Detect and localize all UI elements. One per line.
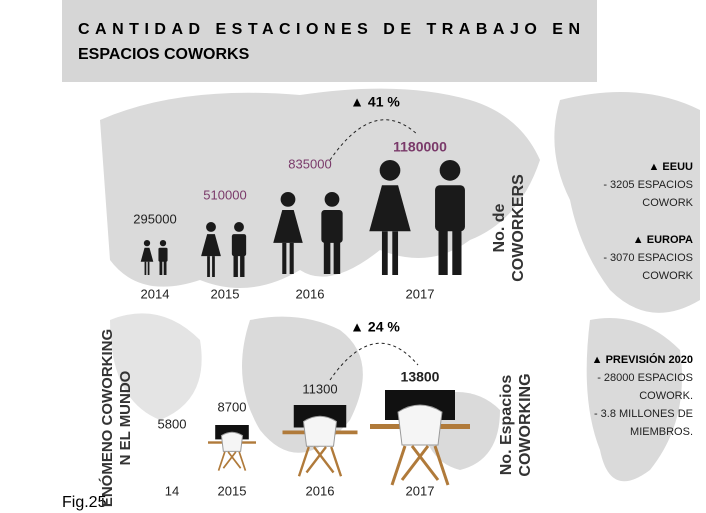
year-label: 2016 bbox=[306, 483, 335, 498]
value-label: 8700 bbox=[218, 399, 247, 414]
year-label: 2015 bbox=[218, 483, 247, 498]
value-label: 510000 bbox=[203, 187, 246, 202]
title: ESPACIOS COWORKS bbox=[78, 46, 250, 63]
growth-label: ▲ 24 % bbox=[350, 319, 400, 335]
leg bbox=[212, 256, 215, 277]
region-text: - 3205 ESPACIOS bbox=[603, 179, 693, 191]
body bbox=[201, 234, 221, 257]
year-label: 2016 bbox=[296, 286, 325, 301]
desk-icon bbox=[208, 425, 256, 471]
vertical-label: COWORKING bbox=[517, 373, 534, 476]
value-label: 11300 bbox=[302, 381, 337, 396]
leg bbox=[144, 261, 147, 275]
leg bbox=[333, 241, 341, 274]
region-text: COWORK. bbox=[639, 390, 693, 402]
head bbox=[159, 240, 167, 247]
desk-icon bbox=[282, 405, 358, 477]
leg bbox=[159, 261, 163, 275]
head bbox=[234, 222, 244, 232]
leg bbox=[233, 255, 238, 277]
value-label: 295000 bbox=[133, 211, 176, 226]
chair-legs bbox=[390, 445, 450, 486]
person-icon bbox=[273, 192, 303, 274]
year-label: 2015 bbox=[211, 286, 240, 301]
region-title: ▲ EUROPA bbox=[633, 234, 693, 246]
vertical-label: No. Espacios bbox=[498, 375, 515, 476]
chair bbox=[302, 415, 338, 447]
body bbox=[158, 247, 168, 262]
growth-label: ▲ 41 % bbox=[350, 94, 400, 110]
head bbox=[280, 192, 296, 207]
caption: Fig.25 bbox=[62, 494, 107, 511]
person-icon bbox=[369, 160, 411, 275]
body bbox=[140, 247, 154, 262]
body bbox=[369, 185, 411, 232]
body bbox=[321, 210, 343, 243]
head bbox=[379, 160, 401, 181]
year-label: 2017 bbox=[406, 483, 435, 498]
head bbox=[143, 240, 151, 247]
leg bbox=[147, 261, 150, 275]
leg bbox=[323, 241, 331, 274]
head bbox=[324, 192, 340, 207]
region-text: - 28000 ESPACIOS bbox=[597, 372, 693, 384]
chair bbox=[397, 404, 443, 446]
year-label: 2014 bbox=[141, 286, 170, 301]
value-label: 1180000 bbox=[393, 139, 447, 155]
head bbox=[206, 222, 216, 232]
region-text: COWORK bbox=[642, 197, 693, 209]
region-title: ▲ EEUU bbox=[648, 161, 693, 173]
desk-icon bbox=[370, 390, 470, 486]
leg bbox=[381, 231, 388, 275]
leg bbox=[282, 242, 287, 274]
value-label: 835000 bbox=[288, 156, 331, 171]
leg bbox=[207, 256, 210, 277]
person-icon bbox=[140, 240, 154, 275]
growth-arrow bbox=[329, 119, 419, 161]
vertical-label: No. de bbox=[491, 203, 508, 252]
body bbox=[273, 210, 303, 243]
chair-legs bbox=[217, 451, 247, 471]
chair bbox=[220, 431, 244, 452]
vertical-label: N EL MUNDO bbox=[117, 370, 134, 465]
leg bbox=[452, 229, 462, 275]
body bbox=[231, 234, 247, 257]
person-icon bbox=[321, 192, 343, 274]
leg bbox=[163, 261, 167, 275]
region-text: COWORK bbox=[642, 270, 693, 282]
year-label: 14 bbox=[165, 483, 179, 498]
chair-legs bbox=[297, 446, 343, 477]
region-text: - 3.8 MILLONES DE bbox=[594, 408, 693, 420]
body bbox=[435, 185, 465, 232]
leg bbox=[392, 231, 399, 275]
year-label: 2017 bbox=[406, 286, 435, 301]
leg bbox=[240, 255, 245, 277]
leg bbox=[289, 242, 294, 274]
region-title: ▲ PREVISIÓN 2020 bbox=[592, 353, 693, 366]
head bbox=[439, 160, 461, 181]
person-icon bbox=[435, 160, 465, 275]
region-text: MIEMBROS. bbox=[630, 426, 693, 438]
leg bbox=[438, 229, 448, 275]
vertical-label: ENÓMENO COWORKING bbox=[98, 329, 116, 507]
region-text: - 3070 ESPACIOS bbox=[603, 252, 693, 264]
person-icon bbox=[201, 222, 221, 277]
title-box bbox=[62, 0, 597, 82]
vertical-label: COWORKERS bbox=[510, 174, 527, 282]
person-icon bbox=[158, 240, 168, 275]
value-label: 13800 bbox=[401, 369, 440, 385]
value-label: 5800 bbox=[158, 416, 187, 431]
person-icon bbox=[231, 222, 247, 277]
